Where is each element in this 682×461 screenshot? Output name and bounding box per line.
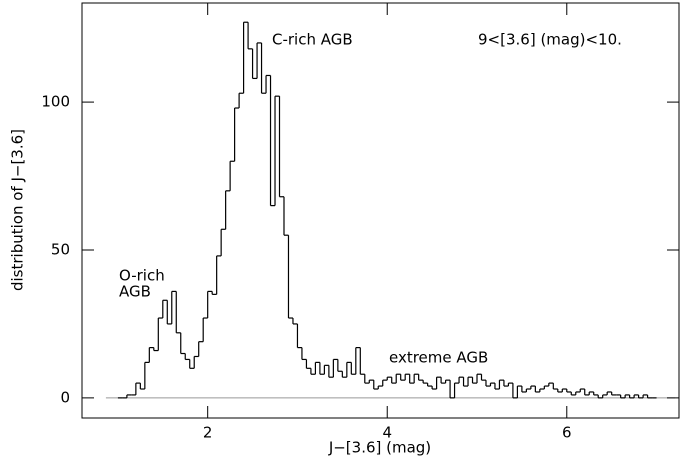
annotation: extreme AGB (389, 349, 488, 367)
annotation: O-rich (119, 267, 165, 285)
plot-frame (81, 2, 680, 419)
annotation: AGB (119, 283, 151, 301)
y-tick-label: 100 (41, 93, 70, 111)
y-tick-label: 50 (51, 240, 70, 258)
annotation: C-rich AGB (272, 31, 353, 49)
x-tick-label: 4 (382, 424, 392, 442)
x-tick-label: 2 (203, 424, 213, 442)
annotation: 9<[3.6] (mag)<10. (478, 31, 622, 49)
x-axis-label: J−[3.6] (mag) (328, 439, 431, 457)
y-axis-label: distribution of J−[3.6] (9, 129, 27, 291)
y-tick-label: 0 (60, 388, 70, 406)
x-tick-label: 6 (562, 424, 572, 442)
